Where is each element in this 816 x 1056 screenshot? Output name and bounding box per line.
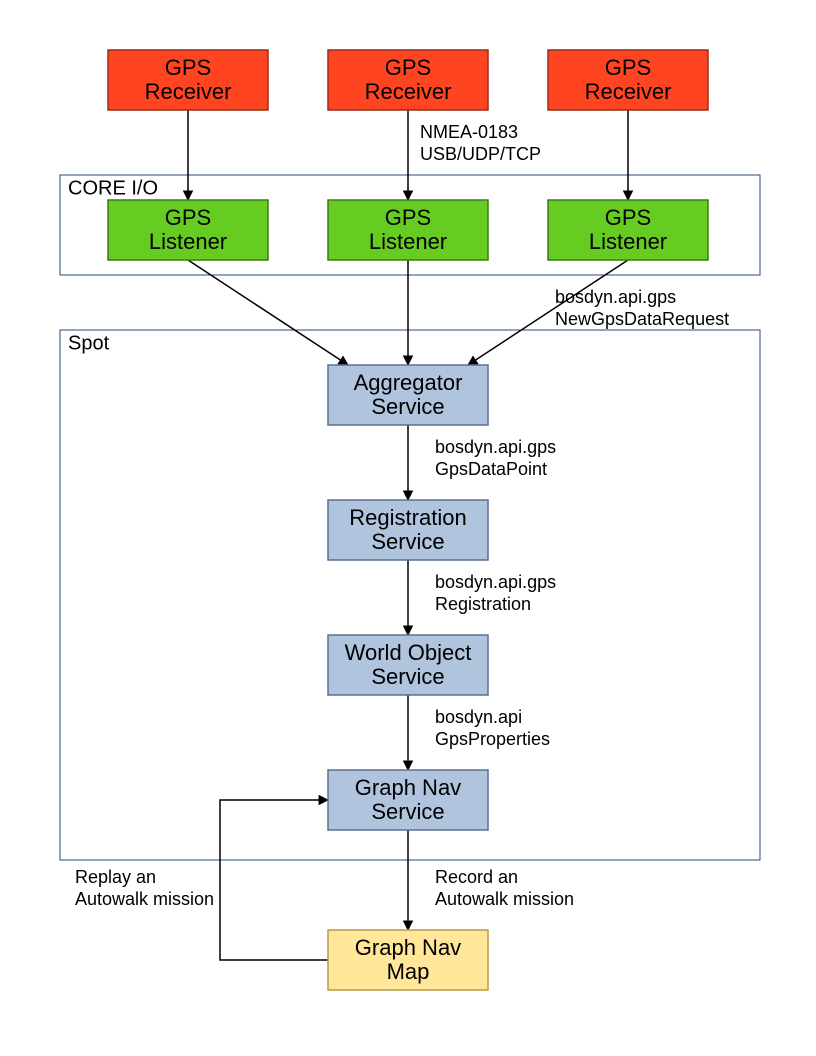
edge-label-wo-gnav-2: GpsProperties: [435, 729, 550, 749]
node-agg: AggregatorService: [328, 365, 488, 425]
node-recv1: GPSReceiver: [108, 50, 268, 110]
node-map-label2: Map: [387, 959, 430, 984]
node-lis3-label1: GPS: [605, 205, 651, 230]
node-reg: RegistrationService: [328, 500, 488, 560]
edge-map-gnav-replay: [220, 800, 328, 960]
node-reg-label2: Service: [371, 529, 444, 554]
edge-label-reg-wo-2: Registration: [435, 594, 531, 614]
edge-label-replay-1: Replay an: [75, 867, 156, 887]
coreio-label: CORE I/O: [68, 178, 158, 200]
node-lis3-label2: Listener: [589, 229, 667, 254]
node-lis1-label1: GPS: [165, 205, 211, 230]
node-lis1-label2: Listener: [149, 229, 227, 254]
node-map: Graph NavMap: [328, 930, 488, 990]
node-lis2-label1: GPS: [385, 205, 431, 230]
edge-label-reg-wo-1: bosdyn.api.gps: [435, 572, 556, 592]
node-recv2-label2: Receiver: [365, 79, 452, 104]
node-recv1-label2: Receiver: [145, 79, 232, 104]
node-recv3-label2: Receiver: [585, 79, 672, 104]
edge-label-gnav-map-2: Autowalk mission: [435, 889, 574, 909]
edge-label-lis3-agg-2: NewGpsDataRequest: [555, 309, 729, 329]
node-lis2: GPSListener: [328, 200, 488, 260]
node-lis3: GPSListener: [548, 200, 708, 260]
edge-label-agg-reg-2: GpsDataPoint: [435, 459, 547, 479]
edge-label-wo-gnav-1: bosdyn.api: [435, 707, 522, 727]
node-wo-label1: World Object: [345, 640, 472, 665]
node-map-label1: Graph Nav: [355, 935, 461, 960]
edge-label-gnav-map-1: Record an: [435, 867, 518, 887]
node-agg-label1: Aggregator: [354, 370, 463, 395]
architecture-diagram: CORE I/O Spot NMEA-0183USB/UDP/TCP bosdyn.a…: [0, 0, 816, 1056]
node-wo-label2: Service: [371, 664, 444, 689]
edge-lis1-agg: [188, 260, 348, 365]
node-recv3-label1: GPS: [605, 55, 651, 80]
node-gnav: Graph NavService: [328, 770, 488, 830]
edge-label-recv2-lis2-2: USB/UDP/TCP: [420, 144, 541, 164]
node-lis2-label2: Listener: [369, 229, 447, 254]
node-agg-label2: Service: [371, 394, 444, 419]
node-recv1-label1: GPS: [165, 55, 211, 80]
node-recv2-label1: GPS: [385, 55, 431, 80]
edge-label-recv2-lis2-1: NMEA-0183: [420, 122, 518, 142]
node-lis1: GPSListener: [108, 200, 268, 260]
edge-label-agg-reg-1: bosdyn.api.gps: [435, 437, 556, 457]
node-wo: World ObjectService: [328, 635, 488, 695]
node-gnav-label1: Graph Nav: [355, 775, 461, 800]
node-gnav-label2: Service: [371, 799, 444, 824]
node-reg-label1: Registration: [349, 505, 466, 530]
node-recv2: GPSReceiver: [328, 50, 488, 110]
edge-label-replay-2: Autowalk mission: [75, 889, 214, 909]
spot-label: Spot: [68, 333, 110, 355]
node-recv3: GPSReceiver: [548, 50, 708, 110]
edge-label-lis3-agg-1: bosdyn.api.gps: [555, 287, 676, 307]
